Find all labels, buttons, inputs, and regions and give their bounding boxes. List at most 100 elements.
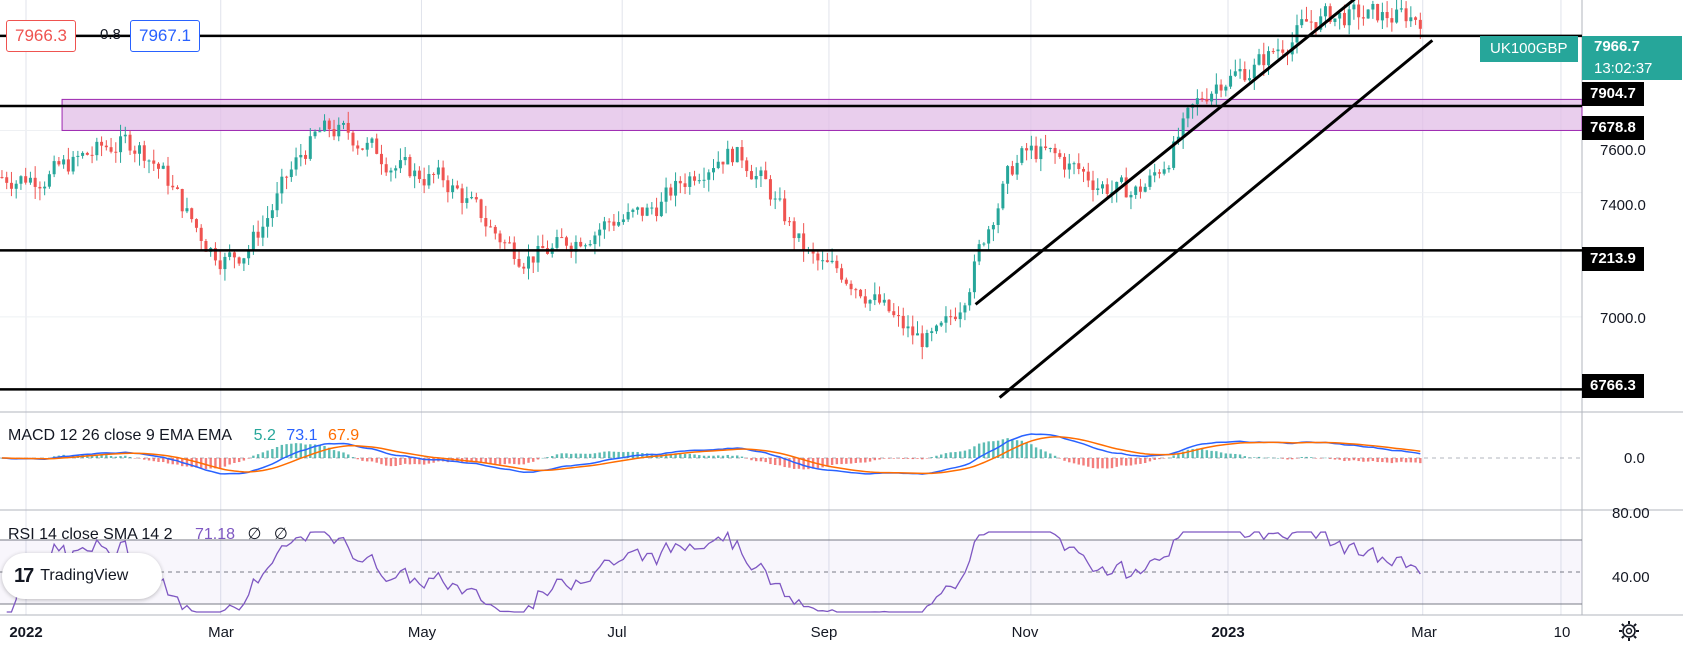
macd-hist-bar [1049, 453, 1052, 458]
macd-hist-bar [1162, 458, 1166, 459]
macd-hist-bar [883, 458, 886, 459]
macd-hist-bar [1053, 455, 1057, 458]
candle-body [1058, 153, 1062, 157]
rsi-legend[interactable]: RSI 14 close SMA 14 2 71.18 ∅ ∅ [8, 524, 288, 544]
macd-hist-bar [802, 458, 805, 470]
tradingview-logo-mark: 17 [14, 564, 34, 587]
candle-body [878, 294, 882, 303]
candle-body [1181, 118, 1185, 137]
candle-body [299, 154, 303, 158]
macd-hist-bar [1196, 448, 1199, 458]
candle-body [190, 208, 194, 220]
candle-body [816, 253, 820, 261]
macd-hist-bar [1181, 451, 1185, 458]
candle-body [892, 311, 896, 316]
tradingview-logo[interactable]: 17 TradingView [2, 553, 162, 599]
macd-hist-bar [598, 452, 601, 458]
macd-hist-bar [1419, 458, 1422, 464]
macd-hist-bar [1253, 457, 1256, 458]
macd-hist-bar [223, 458, 227, 467]
macd-hist-bar [717, 455, 720, 458]
symbol-tag[interactable]: UK100GBP [1480, 36, 1578, 62]
countdown-value: 13:02:37 [1594, 60, 1653, 77]
candle-body [199, 227, 203, 241]
macd-hist-bar [503, 458, 506, 465]
candle-body [270, 210, 274, 219]
candle-body [1100, 184, 1104, 189]
macd-hist-bar [1115, 458, 1118, 467]
candle-body [602, 221, 606, 230]
ask-price-box[interactable]: 7967.1 [130, 20, 200, 52]
candle-body [1067, 163, 1071, 170]
level-label-6766: 6766.3 [1582, 374, 1644, 398]
macd-hist-bar [588, 453, 592, 458]
candle-body [1295, 25, 1299, 43]
macd-hist-bar [1129, 458, 1133, 466]
macd-hist-bar [470, 458, 473, 462]
candle-body [493, 226, 497, 234]
candle-body [398, 160, 402, 169]
candle-body [138, 145, 142, 154]
macd-hist-bar [366, 458, 369, 462]
candle-body [854, 289, 858, 291]
macd-hist-bar [332, 450, 336, 458]
macd-hist-bar [973, 446, 976, 458]
candle-body [593, 235, 597, 245]
macd-hist-bar [171, 458, 174, 465]
candle-body [422, 179, 426, 186]
candle-body [541, 246, 545, 249]
gear-icon[interactable] [1618, 620, 1640, 642]
time-tick-10: 10 [1553, 624, 1571, 641]
candle-body [1091, 180, 1095, 190]
macd-hist-bar [849, 458, 853, 464]
candle-body [1086, 171, 1090, 181]
candle-body [213, 248, 217, 261]
candle-body [0, 177, 4, 179]
time-tick-sep: Sep [810, 624, 838, 641]
macd-hist-bar [304, 444, 307, 458]
candle-body [128, 134, 132, 151]
candle-body [664, 187, 668, 202]
candle-body [441, 167, 445, 181]
candle-body [346, 122, 350, 133]
candle-body [1224, 86, 1228, 91]
bid-price-box[interactable]: 7966.3 [6, 20, 76, 52]
macd-hist-bar [294, 443, 298, 458]
candle-body [394, 168, 398, 171]
macd-hist-bar [1376, 458, 1379, 463]
candle-body [171, 185, 175, 188]
candle-body [318, 131, 322, 133]
candle-body [76, 155, 80, 157]
last-price-value: 7966.7 [1594, 38, 1640, 55]
candle-body [175, 187, 179, 189]
macd-hist-bar [109, 455, 113, 458]
macd-hist-bar [271, 449, 274, 458]
candle-body [232, 252, 236, 258]
candle-body [655, 207, 659, 217]
candle-body [825, 260, 829, 263]
macd-hist-bar [1338, 458, 1341, 460]
candle-body [977, 244, 981, 262]
macd-hist-bar [764, 458, 767, 463]
candle-body [24, 176, 28, 183]
macd-hist-bar [1286, 458, 1289, 460]
candle-body [109, 147, 113, 152]
macd-hist-bar [702, 455, 706, 458]
candle-body [1357, 4, 1361, 18]
macd-hist-bar [892, 458, 895, 459]
candle-body [754, 176, 758, 180]
macd-hist-bar [963, 450, 967, 458]
macd-hist-bar [968, 449, 971, 458]
candle-body [484, 218, 488, 227]
candle-body [408, 156, 412, 177]
candle-body [152, 160, 156, 164]
candle-body [33, 177, 37, 187]
macd-hist-bar [750, 458, 753, 461]
candle-body [166, 165, 170, 186]
candle-body [1281, 49, 1285, 53]
macd-hist-bar [1400, 458, 1403, 462]
macd-legend[interactable]: MACD 12 26 close 9 EMA EMA 5.2 73.1 67.9 [8, 427, 359, 445]
candle-body [735, 147, 739, 163]
macd-signal-value: 67.9 [327, 427, 360, 444]
